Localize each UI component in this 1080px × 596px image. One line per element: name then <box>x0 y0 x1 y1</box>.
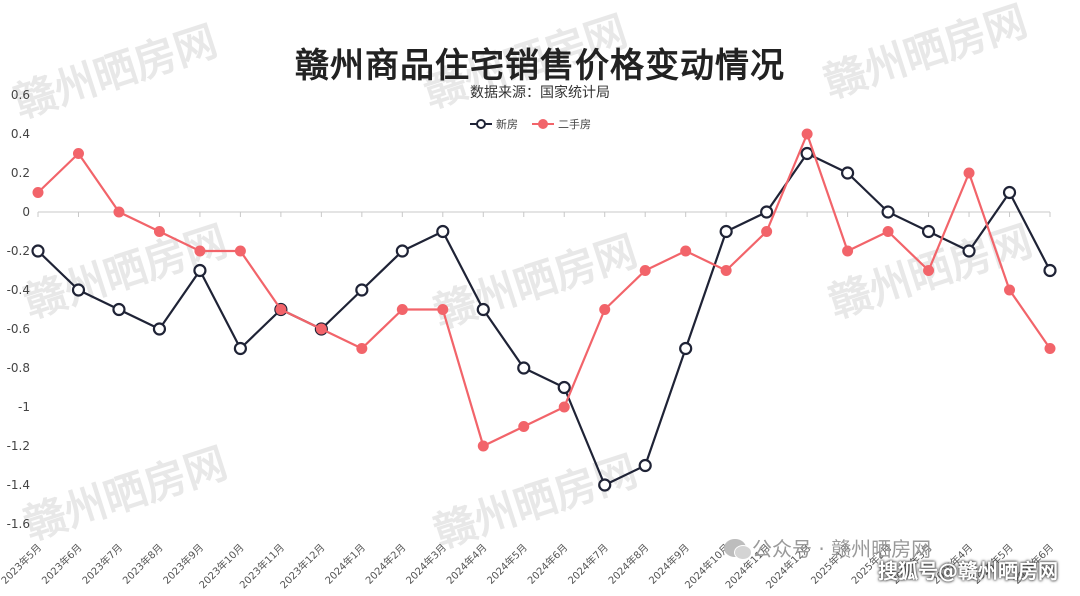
y-axis: 0.6 0.4 0.2 0 -0.2 -0.4 -0.6 -0.8 -1 -1.2 -1.4 -1.6 <box>7 88 30 531</box>
data-point[interactable] <box>315 323 327 335</box>
x-tick-label: 2024年7月 <box>565 541 611 587</box>
data-point[interactable] <box>962 244 976 258</box>
data-point[interactable] <box>963 167 975 179</box>
data-point[interactable] <box>923 265 935 276</box>
data-point[interactable] <box>761 226 773 237</box>
data-point[interactable] <box>396 304 408 315</box>
data-point[interactable] <box>1044 343 1056 354</box>
y-tick-label: -1 <box>18 400 30 414</box>
data-point[interactable] <box>1043 263 1057 278</box>
wechat-icon <box>724 538 752 560</box>
chart-title: 赣州商品住宅销售价格变动情况 <box>295 46 785 86</box>
legend-swatch-secondhand <box>532 118 554 130</box>
y-tick-label: 0.4 <box>11 127 30 141</box>
series-line <box>37 152 1051 487</box>
x-tick-label: 2024年8月 <box>605 541 651 587</box>
data-point[interactable] <box>517 361 531 375</box>
data-point[interactable] <box>356 343 368 354</box>
data-point[interactable] <box>598 478 612 492</box>
data-point[interactable] <box>518 421 530 432</box>
legend-swatch-new <box>470 118 492 130</box>
data-point[interactable] <box>72 148 84 159</box>
legend[interactable]: 新房 二手房 <box>470 116 591 132</box>
data-point[interactable] <box>882 226 894 237</box>
data-point[interactable] <box>113 206 125 218</box>
data-point[interactable] <box>720 265 732 276</box>
x-tick-label: 2024年1月 <box>322 541 368 587</box>
data-point[interactable] <box>801 128 813 140</box>
data-point[interactable] <box>112 302 126 317</box>
legend-label-secondhand: 二手房 <box>558 118 591 131</box>
legend-label-new: 新房 <box>496 118 518 131</box>
y-tick-label: -1.4 <box>7 478 30 492</box>
data-point[interactable] <box>194 245 206 257</box>
data-point[interactable] <box>71 283 86 297</box>
footer-source: 搜狐号@赣州晒房网 <box>878 559 1058 583</box>
wechat-badge: 公众号 · 赣州晒房网 <box>724 533 931 562</box>
x-tick-label: 2024年9月 <box>646 541 692 587</box>
data-point[interactable] <box>558 401 570 413</box>
x-tick-label: 2023年9月 <box>160 541 206 587</box>
data-point[interactable] <box>395 244 409 258</box>
y-tick-label: -0.2 <box>7 244 30 258</box>
y-tick-label: -1.2 <box>7 439 30 453</box>
data-point[interactable] <box>437 304 449 315</box>
series-line <box>37 132 1051 448</box>
y-tick-label: -0.4 <box>7 283 30 297</box>
data-point[interactable] <box>193 263 207 278</box>
data-point[interactable] <box>233 341 247 356</box>
data-point[interactable] <box>477 440 489 452</box>
y-tick-label: 0.2 <box>11 166 30 180</box>
x-tick-label: 2024年5月 <box>484 541 530 587</box>
data-point[interactable] <box>355 283 369 297</box>
data-point[interactable] <box>234 245 246 257</box>
y-tick-label: -0.8 <box>7 361 30 375</box>
wechat-label: 公众号 · 赣州晒房网 <box>752 537 932 561</box>
x-tick-label: 2023年5月 <box>0 541 44 587</box>
data-point[interactable] <box>557 380 571 395</box>
legend-item-new[interactable]: 新房 <box>470 116 518 132</box>
data-point[interactable] <box>599 304 611 315</box>
chart-subtitle: 数据来源：国家统计局 <box>470 85 610 101</box>
data-point[interactable] <box>32 187 44 198</box>
data-point[interactable] <box>1004 284 1016 296</box>
y-tick-label: -0.6 <box>7 322 30 336</box>
data-point[interactable] <box>800 146 814 161</box>
data-point[interactable] <box>760 205 774 219</box>
watermark-text: 赣州晒房网 <box>428 226 643 338</box>
data-point[interactable] <box>638 458 652 473</box>
x-tick-label: 2023年7月 <box>79 541 125 587</box>
data-point[interactable] <box>639 265 651 276</box>
data-point[interactable] <box>842 245 854 257</box>
y-tick-label: 0 <box>22 205 30 219</box>
data-point[interactable] <box>1002 185 1017 200</box>
data-point[interactable] <box>680 245 692 257</box>
data-point[interactable] <box>476 302 490 317</box>
data-point[interactable] <box>840 166 855 180</box>
x-tick-label: 2024年3月 <box>403 541 449 587</box>
data-point[interactable] <box>436 224 450 239</box>
series-layer <box>31 128 1057 492</box>
watermark-text: 赣州晒房网 <box>18 438 233 550</box>
data-point[interactable] <box>881 205 895 219</box>
data-point[interactable] <box>719 224 733 239</box>
x-tick-label: 2023年6月 <box>39 541 85 587</box>
watermark-text: 赣州晒房网 <box>428 446 643 558</box>
data-point[interactable] <box>679 341 693 356</box>
x-tick-label: 2024年2月 <box>363 541 409 587</box>
legend-item-secondhand[interactable]: 二手房 <box>532 116 591 132</box>
x-tick-label: 2024年6月 <box>525 541 571 587</box>
y-tick-label: 0.6 <box>11 88 30 102</box>
data-point[interactable] <box>152 322 167 336</box>
y-tick-label: -1.6 <box>7 517 30 531</box>
x-tick-label: 2023年8月 <box>120 541 166 587</box>
data-point[interactable] <box>31 244 45 258</box>
data-point[interactable] <box>921 224 936 239</box>
data-point[interactable] <box>275 304 287 315</box>
data-point[interactable] <box>153 226 165 237</box>
